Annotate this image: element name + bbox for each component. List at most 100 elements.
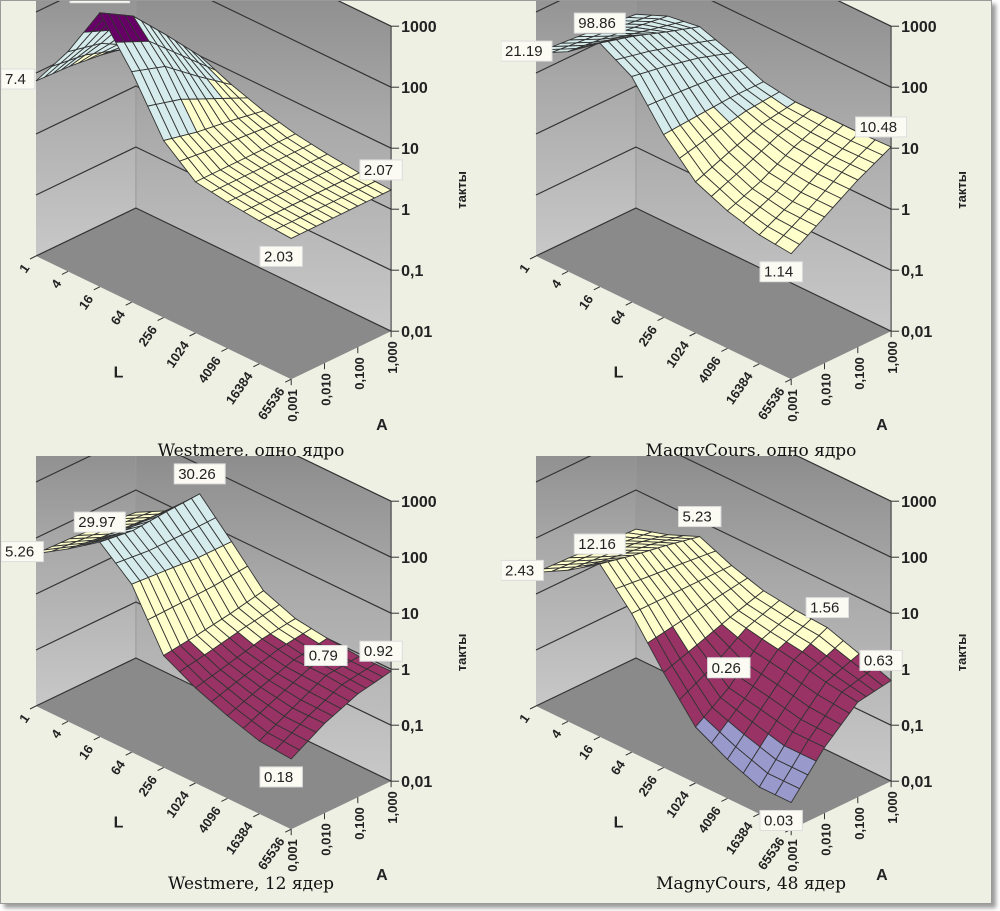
L-tick-label: 4 <box>548 726 565 741</box>
L-tick-mark <box>189 332 196 337</box>
A-tick-label: 0,100 <box>352 357 367 390</box>
gridline <box>535 207 892 332</box>
A-axis-title: A <box>376 417 388 434</box>
L-tick-label: 4 <box>48 726 65 741</box>
A-tick-label: 0,001 <box>785 389 800 422</box>
data-label: 29.97 <box>78 514 116 531</box>
L-axis-title: L <box>114 365 124 382</box>
L-tick-label: 256 <box>135 773 160 799</box>
z-tick-label: 10 <box>901 606 919 623</box>
data-label: 7.4 <box>5 71 26 88</box>
L-tick-label: 65536 <box>755 384 788 422</box>
chart-title: MagnyCours, 48 ядер <box>656 874 846 894</box>
z-axis-title: такты <box>954 171 969 209</box>
data-label-box <box>707 657 751 679</box>
left-wall <box>536 1 636 256</box>
L-tick-mark <box>721 797 728 802</box>
data-label: 10.48 <box>860 119 898 136</box>
A-tick-label: 0,100 <box>852 807 867 840</box>
A-tick-label: 0,001 <box>285 389 300 422</box>
data-label: 0.92 <box>364 643 393 660</box>
L-tick-label: 256 <box>635 773 660 799</box>
A-tick-label: 0,010 <box>319 823 334 856</box>
data-label-box <box>69 1 131 4</box>
data-label-box <box>759 809 803 831</box>
chart-westmere-12-cores: 1000 100 10 1 0,1 0,01 такты 1 4 16 64 256 1024 4096 1… <box>1 456 501 911</box>
A-tick-label: 0,010 <box>819 823 834 856</box>
chart-magnycours-single-core: 1000 100 10 1 0,1 0,01 такты 1 4 16 64 256 1024 4096 1… <box>501 1 1000 461</box>
A-tick-label: 1,000 <box>885 341 900 374</box>
data-label-box <box>1 541 44 563</box>
z-tick-label: 100 <box>401 550 428 567</box>
gridline <box>35 1 392 88</box>
L-tick-label: 64 <box>108 757 129 778</box>
z-tick-label: 10 <box>901 141 919 158</box>
L-tick-mark <box>284 828 292 833</box>
z-tick-label: 100 <box>401 80 428 97</box>
L-tick-mark <box>189 782 196 787</box>
z-tick-label: 1000 <box>901 19 937 36</box>
data-label-box <box>304 645 348 667</box>
L-tick-label: 65536 <box>255 384 288 422</box>
A-axis-title: A <box>876 417 888 434</box>
L-tick-mark <box>593 286 601 291</box>
z-axis-title: такты <box>954 634 969 672</box>
left-wall <box>536 456 636 706</box>
L-tick-label: 4 <box>48 276 65 291</box>
data-label: 12.16 <box>578 536 616 553</box>
z-tick-label: 1000 <box>401 19 437 36</box>
gridline <box>535 456 892 558</box>
data-label: 1.14 <box>764 264 793 281</box>
L-tick-label: 65536 <box>255 834 288 872</box>
L-tick-label: 4096 <box>695 804 724 836</box>
A-axis-title: A <box>376 867 388 884</box>
data-label: 0.03 <box>764 812 793 829</box>
L-tick-label: 16 <box>76 292 97 312</box>
L-tick-label: 4096 <box>195 804 224 836</box>
data-label: 2.43 <box>505 562 534 579</box>
L-tick-mark <box>221 347 228 352</box>
L-tick-mark <box>561 720 569 725</box>
gridline <box>535 489 892 614</box>
L-tick-mark <box>657 767 664 772</box>
data-label-box <box>501 559 544 581</box>
z-tick-label: 100 <box>901 80 928 97</box>
L-tick-label: 65536 <box>755 834 788 872</box>
data-label: 21.19 <box>505 43 543 60</box>
L-tick-label: 1 <box>516 261 532 276</box>
L-tick-mark <box>593 736 601 741</box>
gridline <box>35 207 392 332</box>
L-tick-label: 1 <box>516 711 532 726</box>
L-tick-mark <box>689 332 696 337</box>
data-label-box <box>1 68 36 90</box>
z-tick-label: 0,01 <box>401 774 432 791</box>
L-tick-mark <box>125 751 132 756</box>
L-tick-label: 16 <box>576 742 597 762</box>
L-tick-mark <box>284 378 292 383</box>
data-label-box <box>759 261 803 283</box>
L-tick-mark <box>125 301 132 306</box>
z-axis-title: такты <box>454 634 469 672</box>
z-tick-label: 1 <box>901 202 910 219</box>
L-tick-mark <box>157 317 164 322</box>
data-label-box <box>678 506 722 528</box>
L-tick-label: 16384 <box>723 368 756 407</box>
L-tick-label: 256 <box>635 323 660 349</box>
surface-cell <box>274 225 301 239</box>
L-tick-label: 4096 <box>195 354 224 386</box>
A-tick-label: 0,010 <box>819 373 834 406</box>
L-tick-label: 1024 <box>163 337 192 370</box>
L-tick-mark <box>657 317 664 322</box>
L-tick-mark <box>529 255 537 260</box>
z-tick-label: 0,1 <box>401 718 423 735</box>
L-tick-label: 16 <box>76 742 97 762</box>
L-tick-label: 1024 <box>663 337 692 370</box>
z-tick-label: 1 <box>401 202 410 219</box>
A-tick-label: 1,000 <box>885 791 900 824</box>
data-label-box <box>859 649 903 671</box>
L-tick-label: 256 <box>135 323 160 349</box>
data-label: 1.56 <box>810 600 839 617</box>
